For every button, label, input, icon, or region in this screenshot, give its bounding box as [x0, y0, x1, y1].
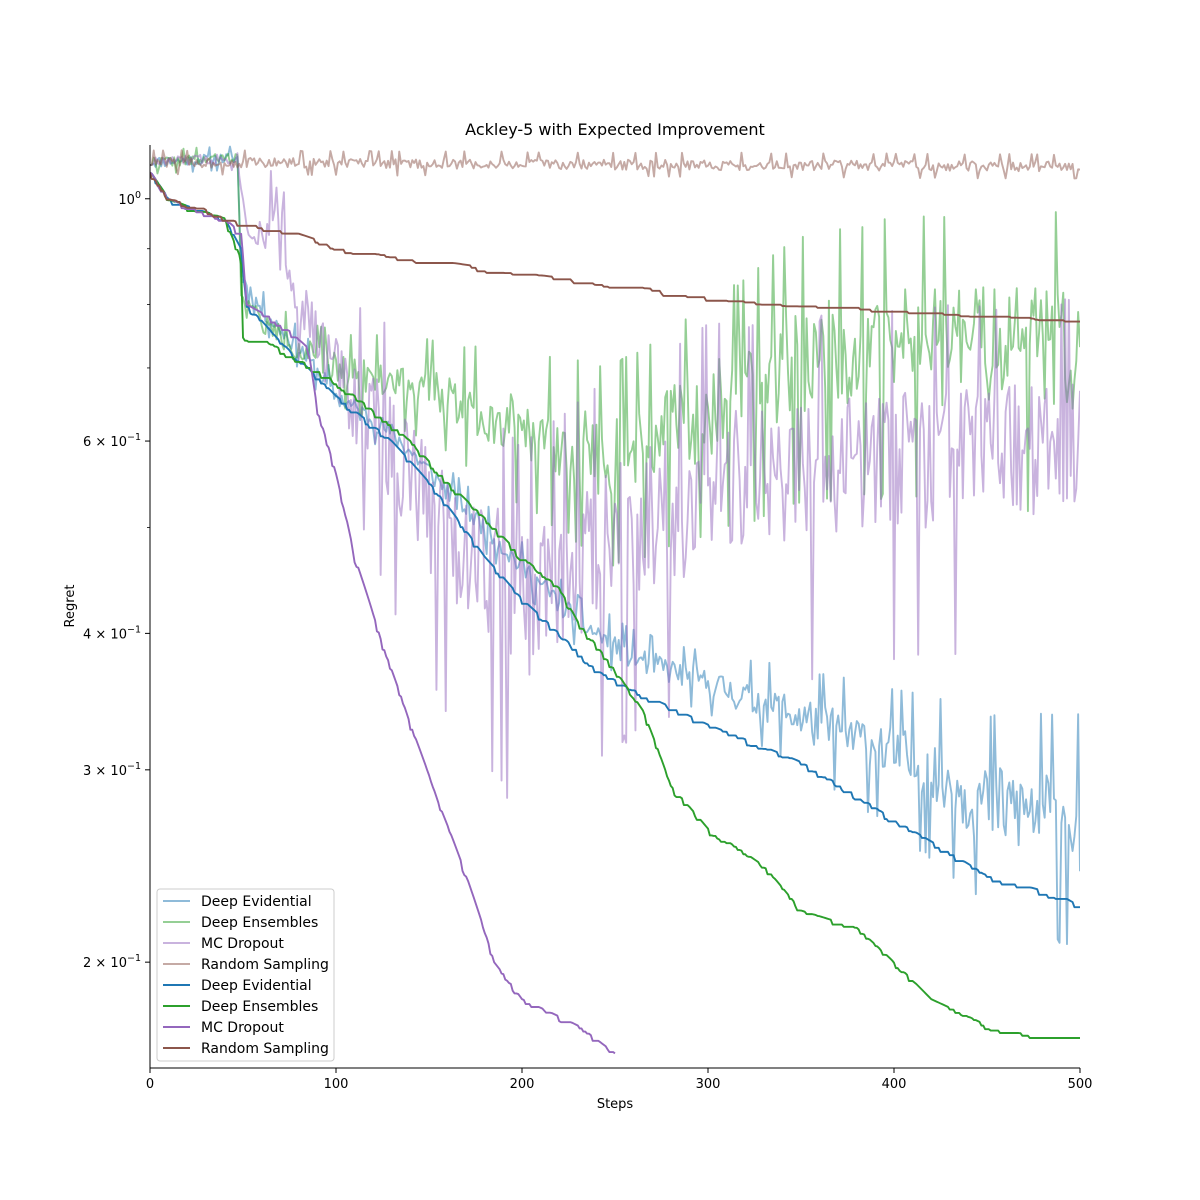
- legend-label-mc-dropout-solid: MC Dropout: [201, 1020, 284, 1036]
- series-line-deep-ensembles-solid: [150, 171, 1080, 1039]
- legend-label-deep-evidential-faint: Deep Evidential: [201, 894, 312, 910]
- chart-title: Ackley-5 with Expected Improvement: [465, 120, 765, 139]
- y-tick-label: 100: [118, 190, 141, 208]
- series-line-random-sampling-faint: [150, 149, 1080, 180]
- x-tick-label: 500: [1068, 1077, 1093, 1092]
- series-line-mc-dropout-faint: [150, 152, 1080, 799]
- series-line-deep-ensembles-faint: [150, 146, 1080, 567]
- x-tick-label: 400: [882, 1077, 907, 1092]
- y-tick-label: 6 × 10−1: [83, 432, 141, 450]
- series-line-random-sampling-solid: [150, 172, 1080, 323]
- legend-label-random-sampling-solid: Random Sampling: [201, 1041, 329, 1057]
- legend-label-deep-evidential-solid: Deep Evidential: [201, 978, 312, 994]
- legend-frame: [156, 888, 335, 1062]
- x-tick-label: 0: [146, 1077, 154, 1092]
- series-layer: [150, 145, 1080, 1055]
- y-tick-label: 4 × 10−1: [83, 624, 141, 642]
- x-tick-label: 200: [510, 1077, 535, 1092]
- x-tick-label: 300: [696, 1077, 721, 1092]
- axes-layer: [149, 145, 1080, 1069]
- series-line-deep-evidential-faint: [150, 145, 1080, 945]
- x-axis-label: Steps: [597, 1097, 634, 1112]
- x-tick-label: 100: [324, 1077, 349, 1092]
- y-tick-label: 3 × 10−1: [83, 761, 141, 779]
- legend-label-deep-ensembles-faint: Deep Ensembles: [201, 915, 318, 931]
- ticks-layer: 0 100 200 300 400 500 100 6 × 10−1 4 × 10−1 3 × 1…: [83, 190, 1092, 1092]
- y-axis-label: Regret: [63, 585, 78, 628]
- legend-label-deep-ensembles-solid: Deep Ensembles: [201, 999, 318, 1015]
- legend-label-random-sampling-faint: Random Sampling: [201, 957, 329, 973]
- legend-label-mc-dropout-faint: MC Dropout: [201, 936, 284, 952]
- legend: Deep Evidential Deep Ensembles MC Dropout R…: [156, 888, 335, 1062]
- series-line-mc-dropout-solid: [150, 171, 616, 1055]
- y-tick-label: 2 × 10−1: [83, 953, 141, 971]
